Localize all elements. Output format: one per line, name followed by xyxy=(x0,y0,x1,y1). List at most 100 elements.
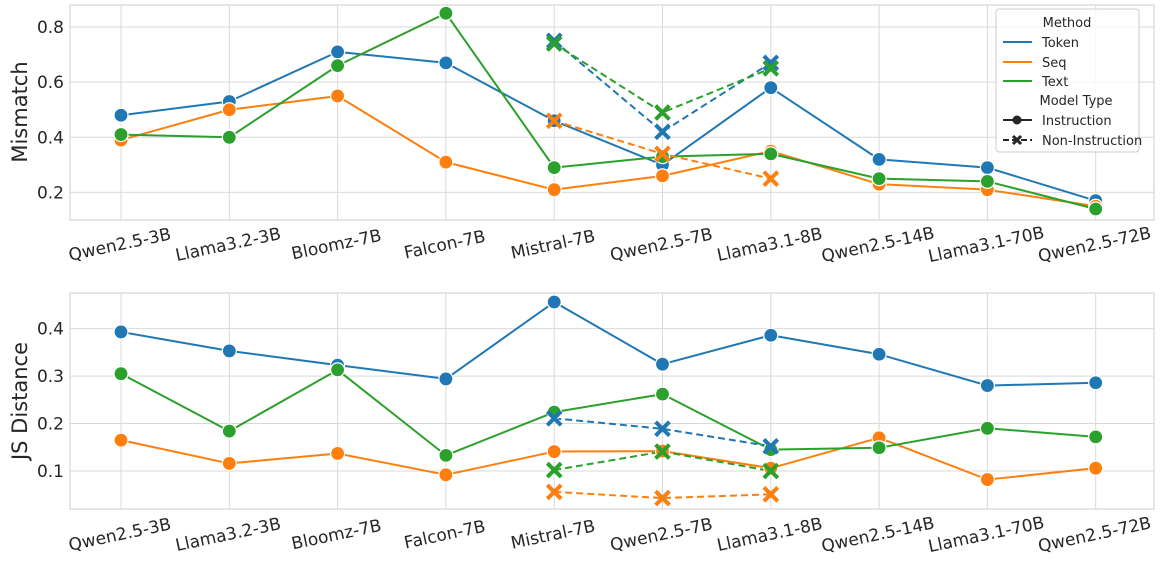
data-point-token-instruction xyxy=(871,346,887,362)
x-tick-label: Falcon-7B xyxy=(402,227,487,264)
x-tick-label: Llama3.1-70B xyxy=(927,223,1047,267)
data-point-token-instruction xyxy=(221,343,237,359)
data-point-seq-non-instruction xyxy=(545,112,563,130)
x-tick-label: Qwen2.5-7B xyxy=(608,514,714,555)
x-tick-label: Llama3.1-8B xyxy=(715,514,824,556)
x-tick-label: Qwen2.5-72B xyxy=(1036,513,1153,556)
data-point-seq-non-instruction xyxy=(545,483,563,501)
data-point-seq-instruction xyxy=(221,102,237,118)
legend-marker-non-instruction xyxy=(1011,134,1023,146)
x-tick-label: Falcon-7B xyxy=(402,517,487,554)
series-line-text-instruction xyxy=(120,12,1096,210)
data-point-seq-instruction xyxy=(438,467,454,483)
data-point-token-instruction xyxy=(438,371,454,387)
data-point-seq-non-instruction xyxy=(654,145,671,163)
js-distance-panel: 0.1 0.2 0.3 0.4 Qwen2.5-3B Llama3.2-3B Bloomz… xyxy=(8,292,1155,557)
data-point-token-instruction xyxy=(763,80,779,96)
series-line-token-instruction xyxy=(120,301,1096,387)
data-point-text-instruction xyxy=(330,362,346,378)
legend-label-seq: Seq xyxy=(1042,56,1067,71)
data-point-seq-instruction xyxy=(546,182,562,198)
legend-label-token: Token xyxy=(1041,36,1079,51)
y-axis-label: JS Distance xyxy=(8,342,32,462)
series-line-seq-instruction xyxy=(120,94,1096,208)
data-point-token-instruction xyxy=(654,356,671,372)
data-point-token-instruction xyxy=(546,294,562,310)
data-point-seq-non-instruction xyxy=(762,170,780,187)
data-point-token-instruction xyxy=(979,160,996,176)
x-tick-label: Mistral-7B xyxy=(509,516,597,553)
data-point-seq-instruction xyxy=(221,455,237,472)
y-tick-label: 0.8 xyxy=(37,18,64,38)
data-point-token-instruction xyxy=(979,377,996,394)
data-point-seq-instruction xyxy=(763,460,779,476)
x-tick-label: Llama3.1-70B xyxy=(927,513,1047,557)
x-tick-label: Qwen2.5-14B xyxy=(820,513,937,556)
y-ticks: 0.2 0.4 0.6 0.8 xyxy=(37,18,64,203)
data-point-seq-instruction xyxy=(438,154,454,170)
x-tick-label: Qwen2.5-3B xyxy=(67,514,173,555)
data-point-text-instruction xyxy=(1088,429,1104,445)
legend-label-text: Text xyxy=(1041,75,1068,90)
data-point-seq-instruction xyxy=(546,443,562,460)
data-point-seq-instruction xyxy=(654,168,671,184)
data-point-seq-non-instruction xyxy=(654,489,671,507)
data-point-text-non-instruction xyxy=(654,104,671,121)
data-point-token-instruction xyxy=(330,44,346,60)
x-tick-label: Qwen2.5-7B xyxy=(608,224,714,265)
series-line-text-instruction xyxy=(120,368,1096,457)
data-point-text-non-instruction xyxy=(545,35,563,52)
x-ticks: Qwen2.5-3B Llama3.2-3B Bloomz-7B Falcon-7B M… xyxy=(67,223,1153,267)
data-point-token-non-instruction xyxy=(545,409,563,427)
legend-marker-instruction xyxy=(1012,115,1022,125)
mismatch-panel: 0.2 0.4 0.6 0.8 Qwen2.5-3B Llama3.2-3B Bloomz… xyxy=(8,4,1155,267)
legend-title-method: Method xyxy=(1043,16,1092,31)
x-tick-label: Llama3.2-3B xyxy=(174,224,283,266)
x-tick-label: Qwen2.5-72B xyxy=(1036,223,1153,266)
x-tick-label: Bloomz-7B xyxy=(290,226,383,265)
y-ticks: 0.1 0.2 0.3 0.4 xyxy=(37,320,64,482)
y-tick-label: 0.6 xyxy=(37,73,64,93)
data-point-text-non-instruction xyxy=(654,443,671,460)
data-point-text-instruction xyxy=(979,420,996,436)
data-point-text-instruction xyxy=(654,386,671,402)
data-point-text-instruction xyxy=(438,447,454,463)
data-point-text-instruction xyxy=(221,129,237,145)
data-point-text-instruction xyxy=(113,366,129,382)
x-ticks: Qwen2.5-3B Llama3.2-3B Bloomz-7B Falcon-7B M… xyxy=(67,513,1153,557)
y-tick-label: 0.2 xyxy=(37,183,64,203)
legend-label-instruction: Instruction xyxy=(1042,114,1112,129)
data-point-seq-instruction xyxy=(330,445,346,462)
data-point-text-instruction xyxy=(221,423,237,439)
data-point-text-non-instruction xyxy=(762,462,780,480)
data-point-text-instruction xyxy=(871,171,887,187)
data-point-text-instruction xyxy=(438,5,454,21)
legend-title-model-type: Model Type xyxy=(1039,94,1112,109)
data-point-text-instruction xyxy=(871,440,887,456)
data-point-token-instruction xyxy=(438,55,454,71)
legend-box xyxy=(995,8,1140,153)
series-line-token-non-instruction xyxy=(554,417,771,448)
x-tick-label: Llama3.1-8B xyxy=(715,224,824,266)
series-line-token-instruction xyxy=(120,50,1096,202)
series-line-token-non-instruction xyxy=(553,40,772,133)
data-point-text-non-instruction xyxy=(545,461,563,479)
y-tick-label: 0.1 xyxy=(37,462,64,482)
data-point-token-instruction xyxy=(113,324,129,340)
x-tick-label: Mistral-7B xyxy=(509,226,597,263)
x-tick-label: Qwen2.5-14B xyxy=(820,223,937,266)
data-point-token-instruction xyxy=(1088,375,1104,391)
series-group xyxy=(113,5,1104,217)
data-point-token-non-instruction xyxy=(654,123,671,141)
y-tick-label: 0.4 xyxy=(37,128,64,148)
x-tick-label: Qwen2.5-3B xyxy=(67,224,173,265)
y-tick-label: 0.3 xyxy=(37,367,64,387)
data-point-seq-instruction xyxy=(1088,460,1104,476)
y-axis-label: Mismatch xyxy=(8,61,32,162)
data-point-text-instruction xyxy=(330,58,346,74)
legend-label-non-instruction: Non-Instruction xyxy=(1042,134,1142,149)
y-tick-label: 0.4 xyxy=(37,320,64,340)
series-line-seq-instruction xyxy=(120,436,1096,481)
data-point-seq-non-instruction xyxy=(762,485,780,503)
data-point-text-instruction xyxy=(546,160,562,176)
